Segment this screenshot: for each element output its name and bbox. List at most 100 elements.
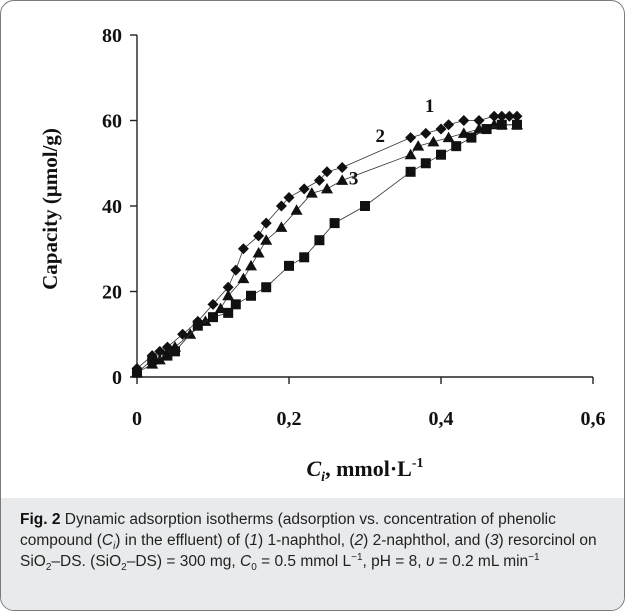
series-3-point [223, 307, 234, 318]
caption-fragment: 2 [45, 562, 52, 574]
series-1-point [298, 183, 310, 195]
series-1-point [253, 230, 265, 242]
series-1-point [488, 110, 500, 122]
chart-marks: 1 2 3 [131, 96, 523, 378]
series-2-point [290, 204, 303, 215]
caption-fragment: Dynamic adsorption isotherms (adsorption… [20, 511, 556, 549]
x-axis-title-sup: -1 [412, 456, 424, 471]
caption-fragment: ) 1-naphthol, ( [258, 532, 355, 549]
series-1-point [230, 264, 242, 276]
curve-label-1: 1 [425, 96, 435, 117]
caption-fragment: 2 [354, 532, 364, 549]
x-tick-label: 0,6 [581, 408, 606, 430]
caption-fragment: −1 [351, 551, 363, 563]
series-1-point [222, 281, 234, 293]
series-1-point [260, 217, 272, 229]
series-2-point [427, 135, 440, 147]
caption-fragment: = 0.5 mmol L [256, 553, 352, 570]
series-2-point [305, 187, 318, 198]
series-3-point [512, 119, 522, 130]
caption-fragment: = 0.2 mL min [434, 553, 529, 570]
y-axis-title: Capacity (μmol/g) [38, 128, 62, 290]
series-2-point [245, 259, 257, 271]
x-axis-title-sub: i [321, 470, 325, 485]
series-2-point [252, 247, 265, 258]
caption-fragment: –DS) = 300 mg, [126, 553, 241, 570]
y-tick-label: 20 [102, 282, 122, 304]
series-1-point [435, 123, 447, 135]
series-3-point [360, 201, 370, 211]
series-2-point [321, 182, 333, 194]
series-3-point [132, 367, 142, 378]
caption-fragment: 1 [249, 532, 259, 549]
y-tick-label: 0 [112, 367, 122, 389]
series-1-point [473, 115, 485, 126]
caption-fragment: ) 2-naphthol, and ( [363, 532, 490, 549]
chart-svg: 0 20 40 60 80 0 0,2 0,4 0,6 1 2 3 Capacity (μmol/g… [38, 25, 606, 485]
series-3-point [162, 350, 173, 361]
caption-fragment: 2 [121, 562, 127, 574]
caption-band [1, 498, 624, 610]
series-1-point [496, 110, 508, 122]
caption-fragment: C [240, 553, 252, 570]
caption-fragment: 0 [251, 562, 257, 574]
figure-caption: Fig. 2 Dynamic adsorption isotherms (ads… [20, 509, 610, 574]
caption-fragment: υ [425, 553, 435, 570]
series-2-point [412, 140, 425, 151]
figure-label: Fig. 2 [20, 511, 61, 528]
series-3-point [481, 124, 492, 135]
x-tick-label: 0 [132, 408, 142, 430]
curve-label-2: 2 [375, 126, 385, 147]
series-1-point [207, 298, 219, 310]
x-axis-title-var: C [306, 456, 321, 481]
series-3-point [261, 282, 272, 293]
series-1-point [405, 132, 417, 144]
series-1-line [136, 115, 517, 369]
series-1-point [275, 200, 287, 212]
series-2-point [404, 148, 417, 160]
series-2-point [222, 289, 235, 301]
series-3-point [230, 299, 241, 310]
series-3-point [284, 260, 294, 271]
caption-fragment: 3 [489, 532, 499, 549]
caption-fragment: i [113, 541, 116, 553]
series-1-point [313, 174, 325, 186]
caption-text: Dynamic adsorption isotherms (adsorption… [20, 511, 597, 574]
series-3-point [329, 218, 340, 229]
y-tick-label: 60 [102, 111, 122, 133]
caption-fragment: ) resorcinol on SiO [20, 532, 597, 570]
series-2-point [442, 131, 455, 143]
x-axis-title: Ci, mmol·L-1 [306, 456, 423, 485]
caption-fragment: –DS. (SiO [51, 553, 122, 570]
y-tick-label: 40 [102, 196, 122, 218]
series-1-point [336, 162, 348, 174]
series-1-point [443, 119, 455, 131]
series-3-point [299, 252, 310, 263]
series-3-point [192, 320, 203, 331]
series-3-point [170, 346, 180, 357]
series-3-point [466, 132, 477, 143]
series-3-point [420, 158, 431, 169]
series-3-point [436, 149, 446, 160]
series-1-point [420, 127, 432, 139]
y-tick-label: 80 [102, 25, 122, 47]
curve-label-3: 3 [349, 169, 359, 190]
series-1-point [458, 115, 470, 126]
series-3-point [208, 312, 218, 323]
axes: 0 20 40 60 80 0 0,2 0,4 0,6 [102, 25, 606, 430]
series-1-point [511, 110, 523, 122]
series-3-point [246, 290, 256, 301]
series-3-point [405, 166, 416, 177]
series-2-point [336, 174, 349, 185]
caption-fragment: ) in the effluent) of ( [115, 532, 250, 549]
series-1-point [503, 110, 515, 122]
x-tick-label: 0,4 [429, 408, 454, 430]
x-tick-label: 0,2 [277, 408, 302, 430]
series-3-point [496, 119, 507, 130]
series-1-point [237, 243, 249, 255]
caption-fragment: , pH = 8, [362, 553, 426, 570]
caption-fragment: −1 [528, 551, 540, 563]
series-2-point [275, 221, 288, 232]
series-2-point [260, 234, 273, 245]
series-3-point [147, 354, 158, 365]
